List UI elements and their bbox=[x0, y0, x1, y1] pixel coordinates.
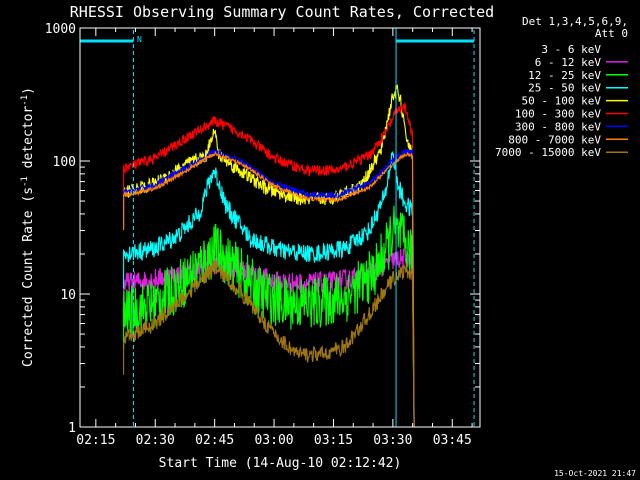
y-axis-label-main: Corrected Count Rate (s bbox=[21, 187, 36, 367]
series-line-12-25 bbox=[123, 205, 415, 428]
legend-label-12-25: 12 - 25 keV bbox=[528, 69, 601, 82]
x-tick-label: 02:15 bbox=[76, 433, 115, 448]
legend-label-300-800: 300 - 800 keV bbox=[515, 120, 601, 133]
night-marker-label: N bbox=[137, 35, 142, 44]
series-line-100-300 bbox=[123, 101, 415, 428]
legend-label-25-50: 25 - 50 keV bbox=[528, 82, 601, 95]
legend-label-800-7000: 800 - 7000 keV bbox=[508, 133, 601, 146]
legend-label-3-6: 3 - 6 keV bbox=[541, 43, 601, 56]
x-axis-label: Start Time (14-Aug-10 02:12:42) bbox=[159, 456, 402, 471]
y-axis-label-end: ) bbox=[21, 87, 36, 95]
x-tick-label: 02:30 bbox=[136, 433, 175, 448]
y-axis-label-mid: detector bbox=[21, 106, 36, 177]
plot-frame bbox=[79, 27, 481, 428]
series-line-25-50 bbox=[123, 150, 415, 428]
legend-label-100-300: 100 - 300 keV bbox=[515, 108, 601, 121]
series-7000-15000 bbox=[123, 260, 415, 428]
x-tick-label: 03:30 bbox=[373, 433, 412, 448]
series-25-50 bbox=[123, 150, 415, 428]
series-800-7000 bbox=[123, 150, 415, 428]
axis-layer: 02:15 02:30 02:45 03:00 03:15 03:30 03:45 1 10 10… bbox=[45, 22, 480, 448]
series-line-800-7000 bbox=[123, 150, 415, 428]
y-axis-label-sup2: -1 bbox=[20, 95, 30, 106]
data-layer bbox=[123, 84, 415, 428]
series-12-25 bbox=[123, 205, 415, 428]
legend-label-50-100: 50 - 100 keV bbox=[522, 95, 602, 108]
series-100-300 bbox=[123, 101, 415, 428]
y-axis-label-sup1: -1 bbox=[20, 176, 30, 187]
chart-title: RHESSI Observing Summary Count Rates, Co… bbox=[70, 3, 494, 21]
legend-header-attenuator: Att 0 bbox=[595, 27, 628, 40]
y-tick-label: 10 bbox=[60, 288, 76, 303]
y-axis-label: Corrected Count Rate (s-1 detector-1) bbox=[20, 87, 36, 367]
x-tick-label: 03:15 bbox=[314, 433, 353, 448]
legend-label-7000-15000: 7000 - 15000 keV bbox=[495, 146, 601, 159]
y-tick-label: 100 bbox=[53, 155, 76, 170]
timestamp: 15-Oct-2021 21:47 bbox=[554, 469, 636, 478]
x-tick-label: 03:45 bbox=[433, 433, 472, 448]
legend-label-6-12: 6 - 12 keV bbox=[535, 56, 602, 69]
marker-layer: N bbox=[80, 28, 475, 427]
y-tick-label: 1 bbox=[68, 421, 76, 436]
series-line-7000-15000 bbox=[123, 260, 415, 428]
y-tick-label: 1000 bbox=[45, 22, 76, 37]
x-tick-label: 02:45 bbox=[195, 433, 234, 448]
legend-header-detectors: Det 1,3,4,5,6,9, bbox=[522, 15, 628, 28]
x-tick-label: 03:00 bbox=[254, 433, 293, 448]
